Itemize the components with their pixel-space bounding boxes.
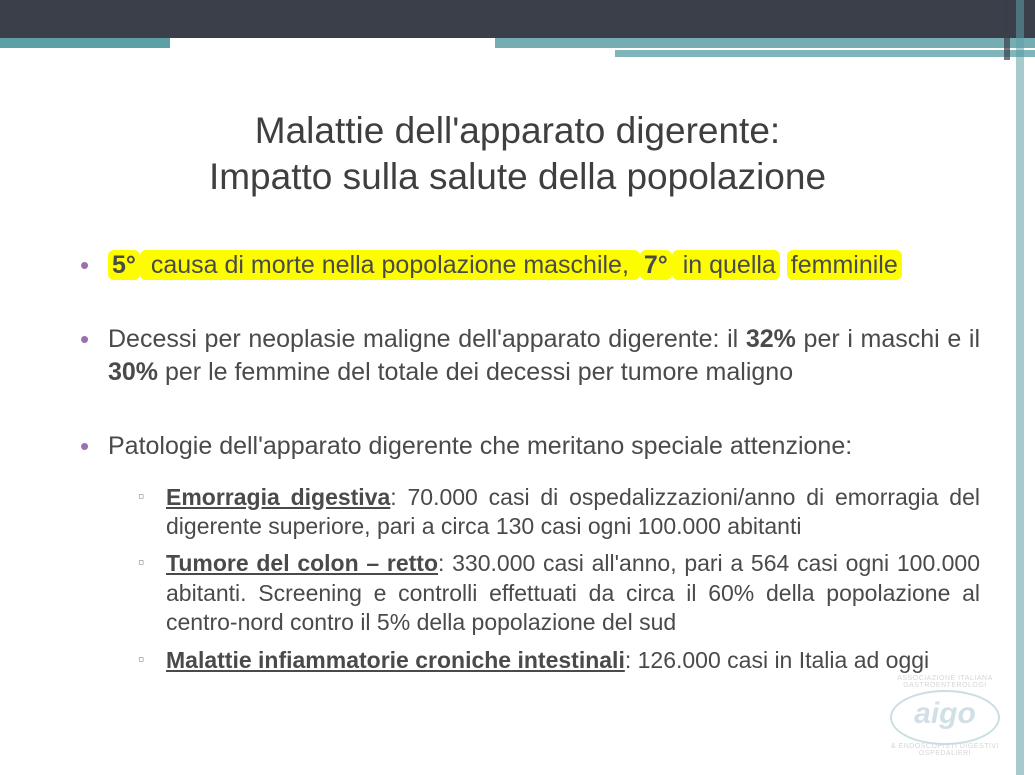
label: Tumore del colon – retto [166, 550, 438, 576]
bullet-death-cause: 5° causa di morte nella popolazione masc… [80, 249, 980, 282]
text: : 126.000 casi in Italia ad oggi [625, 647, 929, 673]
sub-list: Emorragia digestiva: 70.000 casi di ospe… [108, 483, 980, 676]
slide-body: Malattie dell'apparato digerente: Impatt… [0, 38, 1035, 675]
sub-emorragia: Emorragia digestiva: 70.000 casi di ospe… [138, 483, 980, 542]
side-stripe [1016, 0, 1024, 775]
text: per i maschi e il [796, 325, 980, 353]
accent-stripe [615, 50, 1035, 57]
aigo-logo: ASSOCIAZIONE ITALIANA GASTROENTEROLOGI a… [880, 675, 1010, 755]
logo-text: aigo [880, 697, 1010, 731]
text: causa di morte nella popolazione maschil… [140, 250, 640, 280]
text: per le femmine del totale dei decessi pe… [158, 358, 793, 386]
sub-tumore-colon: Tumore del colon – retto: 330.000 casi a… [138, 549, 980, 637]
accent-stripe [495, 38, 1035, 48]
accent-stripe [0, 38, 170, 48]
label: Malattie infiammatorie croniche intestin… [166, 647, 625, 673]
text: femminile [787, 250, 902, 280]
label: Emorragia digestiva [166, 484, 390, 510]
text: Patologie dell'apparato digerente che me… [108, 432, 852, 460]
logo-arc-bottom: & ENDOSCOPISTI DIGESTIVI OSPEDALIERI [880, 743, 1010, 757]
text: in quella [672, 250, 780, 280]
slide-title: Malattie dell'apparato digerente: Impatt… [55, 108, 980, 201]
rank-male: 5° [108, 250, 140, 280]
header-bar [0, 0, 1035, 38]
sub-malattie-infiammatorie: Malattie infiammatorie croniche intestin… [138, 646, 980, 675]
bullet-neoplasie: Decessi per neoplasie maligne dell'appar… [80, 323, 980, 388]
title-line-2: Impatto sulla salute della popolazione [209, 156, 826, 197]
text: Decessi per neoplasie maligne dell'appar… [108, 325, 746, 353]
percent-female: 30% [108, 358, 158, 386]
title-line-1: Malattie dell'apparato digerente: [255, 110, 780, 151]
main-list: 5° causa di morte nella popolazione masc… [55, 249, 980, 676]
percent-male: 32% [746, 325, 796, 353]
bullet-patologie: Patologie dell'apparato digerente che me… [80, 430, 980, 675]
rank-female: 7° [640, 250, 672, 280]
logo-arc-top: ASSOCIAZIONE ITALIANA GASTROENTEROLOGI [880, 675, 1010, 689]
side-stripe [1004, 0, 1010, 60]
